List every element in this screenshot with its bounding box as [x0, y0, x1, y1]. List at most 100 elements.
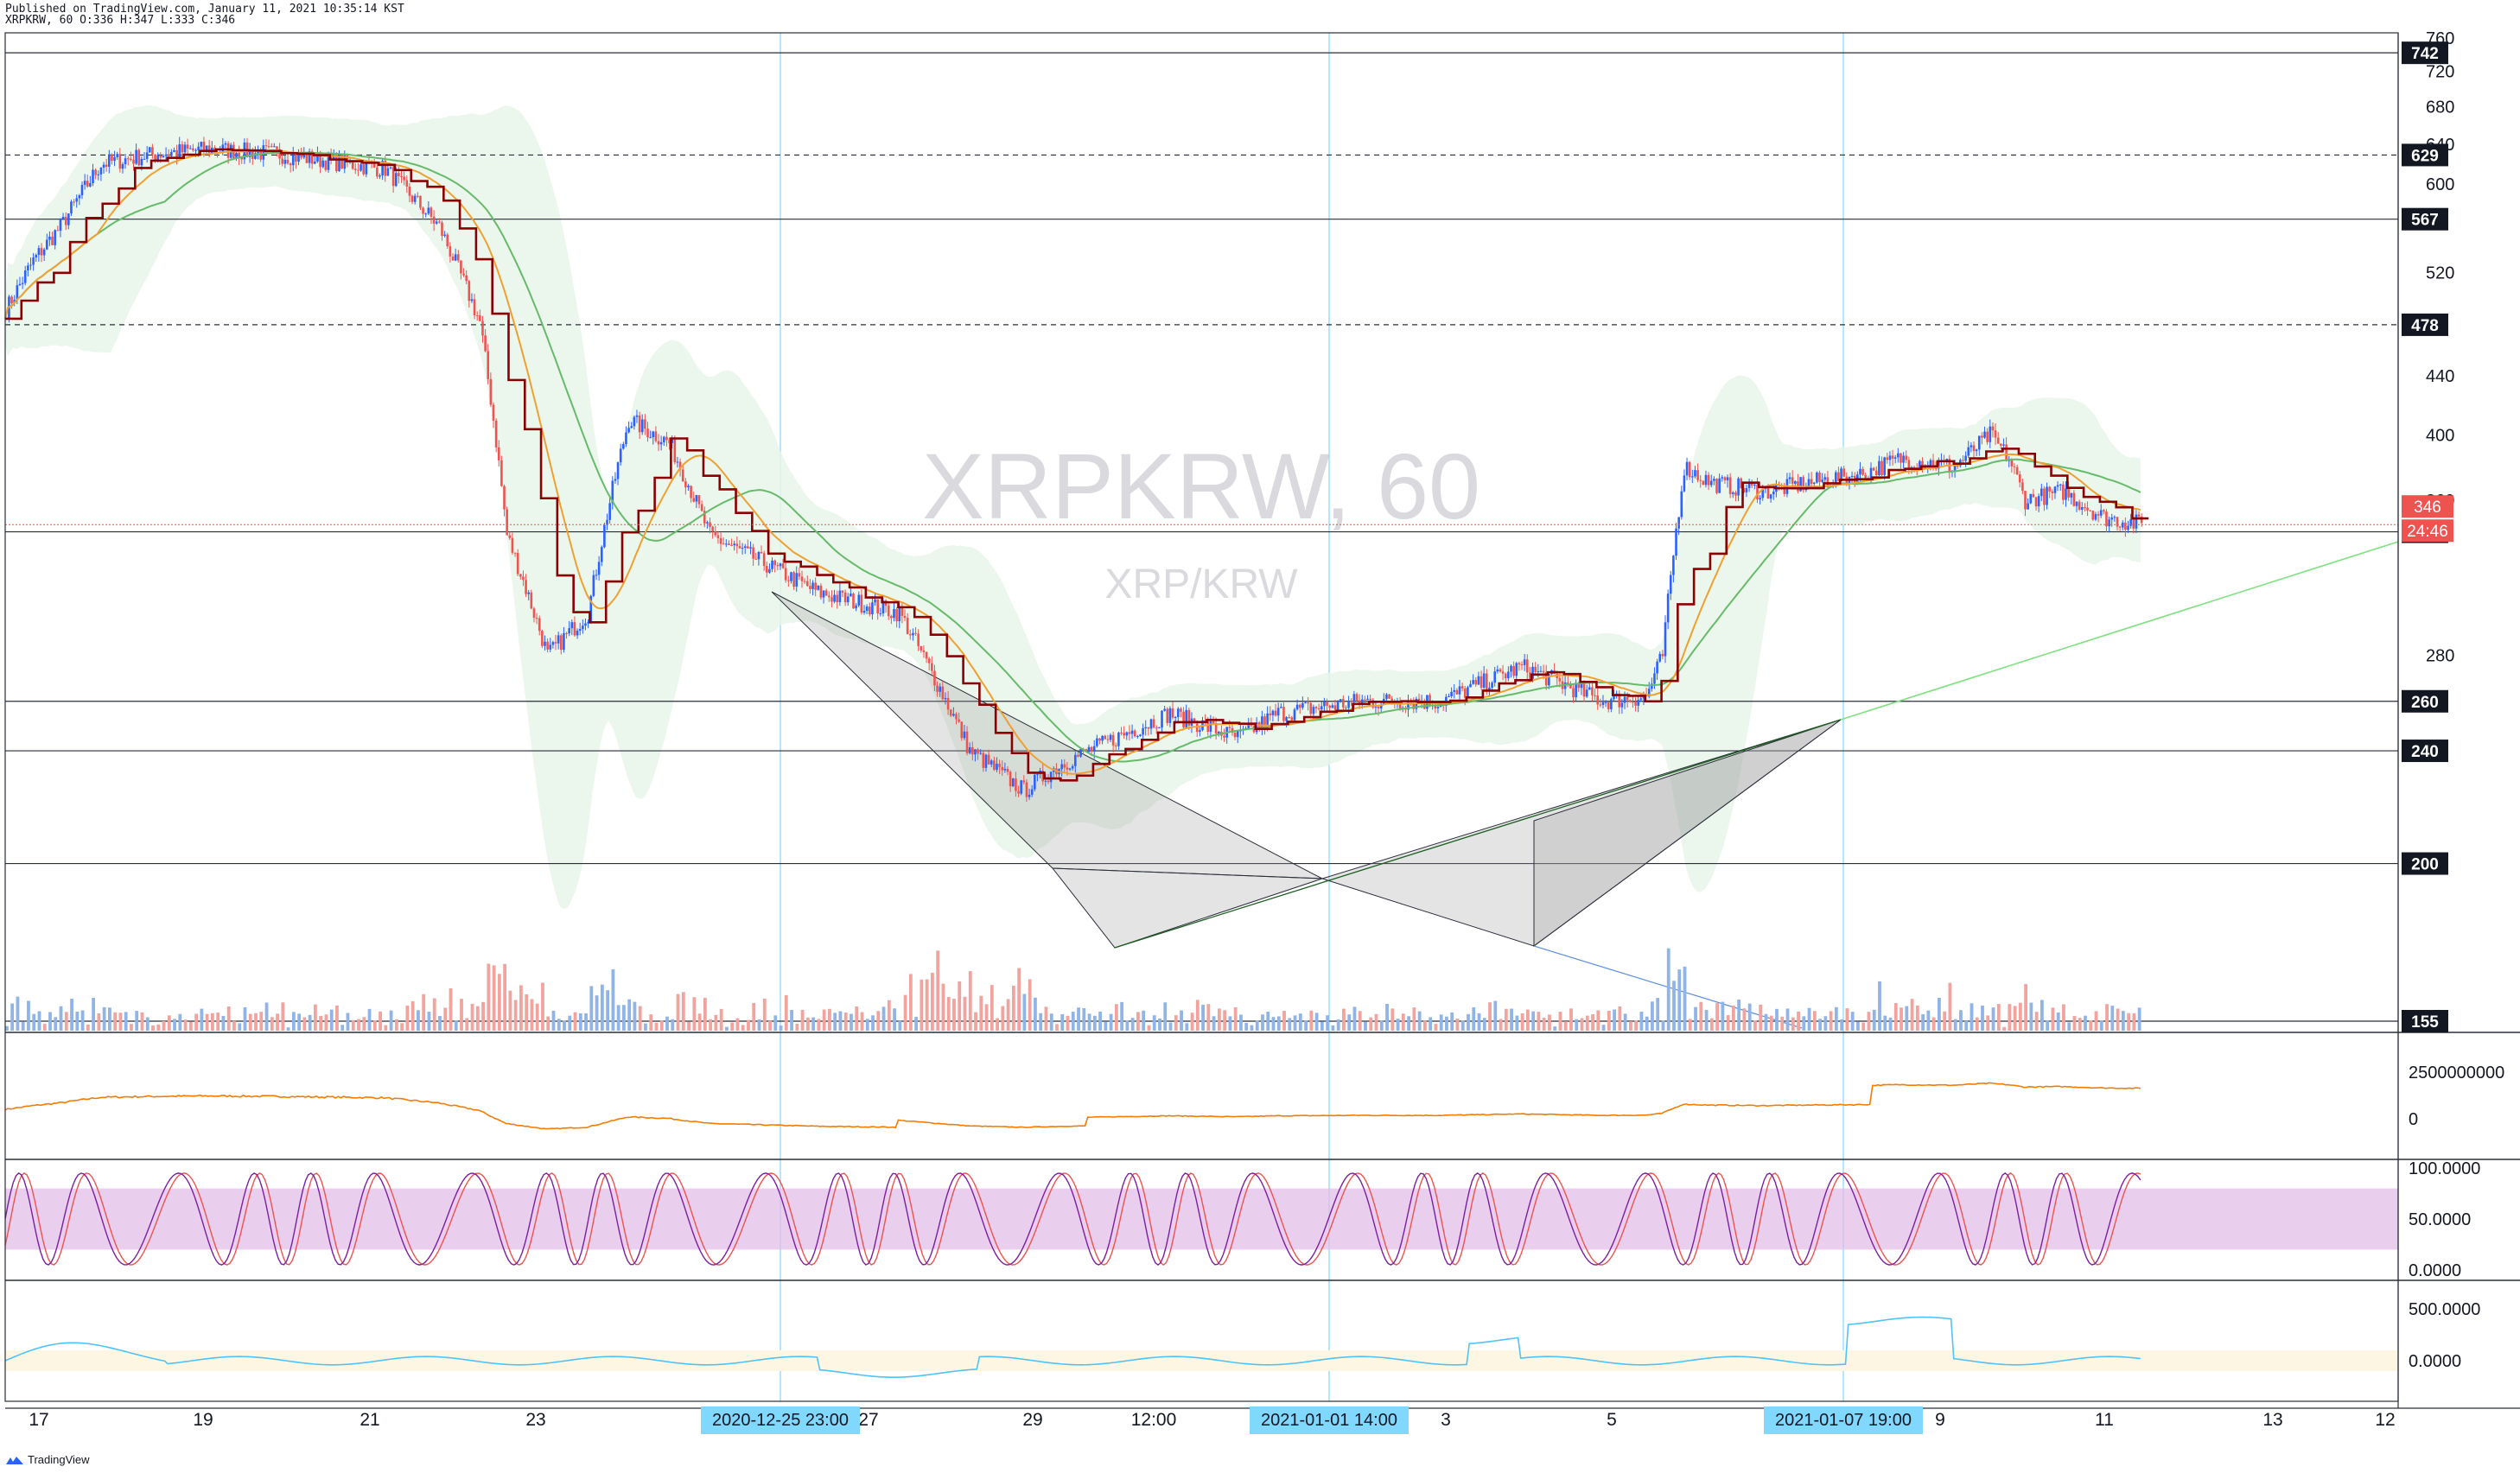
- volume-bar: [850, 1013, 853, 1031]
- candle-body: [1123, 733, 1125, 736]
- candle-body: [1921, 460, 1924, 469]
- volume-bar: [492, 965, 496, 1031]
- candle-body: [616, 462, 620, 479]
- candle-body: [2029, 493, 2033, 504]
- candle-body: [454, 254, 457, 261]
- footer-brand-label: TradingView: [28, 1453, 90, 1466]
- trend-line: [1114, 719, 1842, 949]
- candle-body: [42, 249, 46, 256]
- volume-bar: [974, 1012, 977, 1031]
- candle-body: [351, 161, 354, 169]
- volume-bar: [1250, 1025, 1254, 1031]
- candle-body: [1975, 449, 1978, 452]
- candle-body: [413, 195, 417, 202]
- candle-body: [1350, 701, 1353, 702]
- candle-body: [148, 147, 151, 153]
- candle-body: [963, 731, 966, 739]
- candle-body: [1025, 782, 1028, 797]
- candle-body: [1672, 556, 1675, 575]
- candle-body: [792, 572, 795, 587]
- candle-body: [998, 763, 1001, 767]
- volume-bar: [633, 1001, 637, 1031]
- candle-body: [1647, 689, 1651, 697]
- candle-body: [1331, 705, 1334, 708]
- candle-body: [516, 553, 519, 575]
- volume-bar: [1867, 1012, 1871, 1031]
- candle-body: [676, 461, 679, 463]
- candle-body: [1006, 769, 1009, 772]
- volume-bar: [1450, 1012, 1454, 1031]
- candle-body: [1802, 477, 1805, 491]
- candle-body: [800, 576, 804, 581]
- candle-body: [267, 146, 270, 148]
- volume-bar: [876, 1011, 881, 1031]
- volume-bar: [1569, 1008, 1573, 1031]
- volume-bar: [211, 1013, 214, 1031]
- candle-body: [1580, 683, 1583, 689]
- candle-body: [130, 158, 132, 161]
- candle-body: [1651, 683, 1653, 689]
- candle-body: [1266, 713, 1269, 728]
- candle-body: [235, 152, 238, 159]
- candle-body: [1601, 702, 1605, 705]
- volume-bar: [1721, 1001, 1725, 1031]
- candle-body: [1618, 693, 1621, 708]
- watermark-pair: XRP/KRW: [1104, 562, 1298, 607]
- candle-body: [481, 321, 484, 336]
- candle-body: [1783, 486, 1786, 494]
- candle-body: [192, 148, 194, 150]
- candle-body: [1155, 727, 1158, 729]
- volume-bar: [1785, 1008, 1790, 1031]
- candle-body: [1231, 727, 1234, 733]
- candle-body: [16, 285, 19, 301]
- volume-bar: [2051, 1007, 2055, 1031]
- volume-bar: [616, 1005, 620, 1031]
- candle-body: [690, 486, 692, 498]
- volume-bar: [914, 1016, 919, 1031]
- volume-bar: [1467, 1013, 1470, 1031]
- candle-body: [1626, 696, 1629, 701]
- candle-body: [494, 420, 498, 448]
- candle-body: [852, 594, 855, 609]
- candle-body: [1493, 671, 1497, 683]
- volume-bar: [2024, 984, 2028, 1031]
- volume-bar: [1352, 1006, 1357, 1031]
- candle-body: [757, 551, 760, 560]
- candle-body: [262, 145, 265, 160]
- volume-bar: [1872, 1009, 1876, 1031]
- cci-tick-label: 0.0000: [2409, 1352, 2461, 1371]
- time-tick-label: 5: [1607, 1410, 1617, 1430]
- volume-bar: [790, 1010, 793, 1031]
- candle-body: [805, 581, 809, 587]
- candle-body: [1734, 492, 1737, 496]
- candle-body: [1206, 721, 1210, 732]
- candle-body: [40, 248, 43, 256]
- candle-body: [295, 154, 297, 162]
- volume-bar: [173, 1019, 176, 1031]
- candle-body: [1677, 517, 1680, 529]
- volume-bar: [1385, 1003, 1389, 1031]
- volume-bar: [920, 979, 924, 1031]
- volume-bar: [1931, 1017, 1936, 1031]
- countdown-label: 24:46: [2407, 523, 2448, 541]
- volume-bar: [1558, 1012, 1562, 1031]
- price-tick-label: 440: [2426, 367, 2454, 386]
- candle-body: [768, 568, 771, 573]
- candle-body: [1085, 749, 1088, 752]
- volume-bar: [1688, 1019, 1692, 1031]
- volume-bar: [487, 963, 491, 1031]
- candle-body: [343, 155, 347, 169]
- volume-bar: [757, 1019, 761, 1031]
- candle-body: [2129, 518, 2132, 526]
- volume-bar: [1504, 1008, 1508, 1031]
- candle-body: [1104, 735, 1107, 740]
- candle-body: [1704, 474, 1708, 486]
- candle-body: [2140, 516, 2143, 524]
- volume-bar: [1829, 1011, 1833, 1031]
- candle-body: [381, 161, 384, 176]
- volume-bar: [32, 1013, 36, 1031]
- candle-body: [48, 236, 51, 240]
- candle-body: [1448, 695, 1450, 697]
- volume-bar: [990, 985, 994, 1031]
